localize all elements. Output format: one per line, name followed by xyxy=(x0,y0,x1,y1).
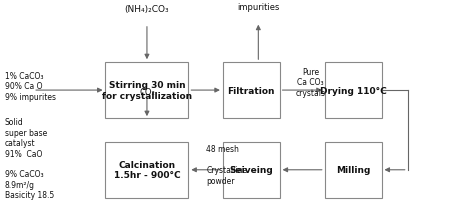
Text: Calcination
1.5hr - 900°C: Calcination 1.5hr - 900°C xyxy=(114,160,180,180)
Text: Milling: Milling xyxy=(336,165,370,174)
Text: Pure
Ca CO₃
crystals: Pure Ca CO₃ crystals xyxy=(295,68,326,97)
Text: Drying 110°C: Drying 110°C xyxy=(320,86,386,95)
Text: (NH₄)₂CO₃: (NH₄)₂CO₃ xyxy=(125,6,169,14)
Bar xyxy=(325,63,382,118)
Bar xyxy=(223,142,280,198)
Bar xyxy=(105,63,188,118)
Text: CO₂: CO₂ xyxy=(139,88,155,97)
Bar xyxy=(325,142,382,198)
Text: 48 mesh

Crystalline
powder: 48 mesh Crystalline powder xyxy=(206,145,247,185)
Text: 1% CaCO₃
90% Ca O
9% impurites: 1% CaCO₃ 90% Ca O 9% impurites xyxy=(5,72,56,101)
Bar xyxy=(105,142,188,198)
Text: Filtration: Filtration xyxy=(228,86,275,95)
Text: impurities: impurities xyxy=(237,4,280,12)
Bar xyxy=(223,63,280,118)
Text: Seiveing: Seiveing xyxy=(229,165,273,174)
Text: Stirring 30 min
for crystallization: Stirring 30 min for crystallization xyxy=(102,81,192,100)
Text: Solid
super base
catalyst
91%  CaO

9% CaCO₃
8.9m²/g
Basicity 18.5: Solid super base catalyst 91% CaO 9% CaC… xyxy=(5,118,54,199)
